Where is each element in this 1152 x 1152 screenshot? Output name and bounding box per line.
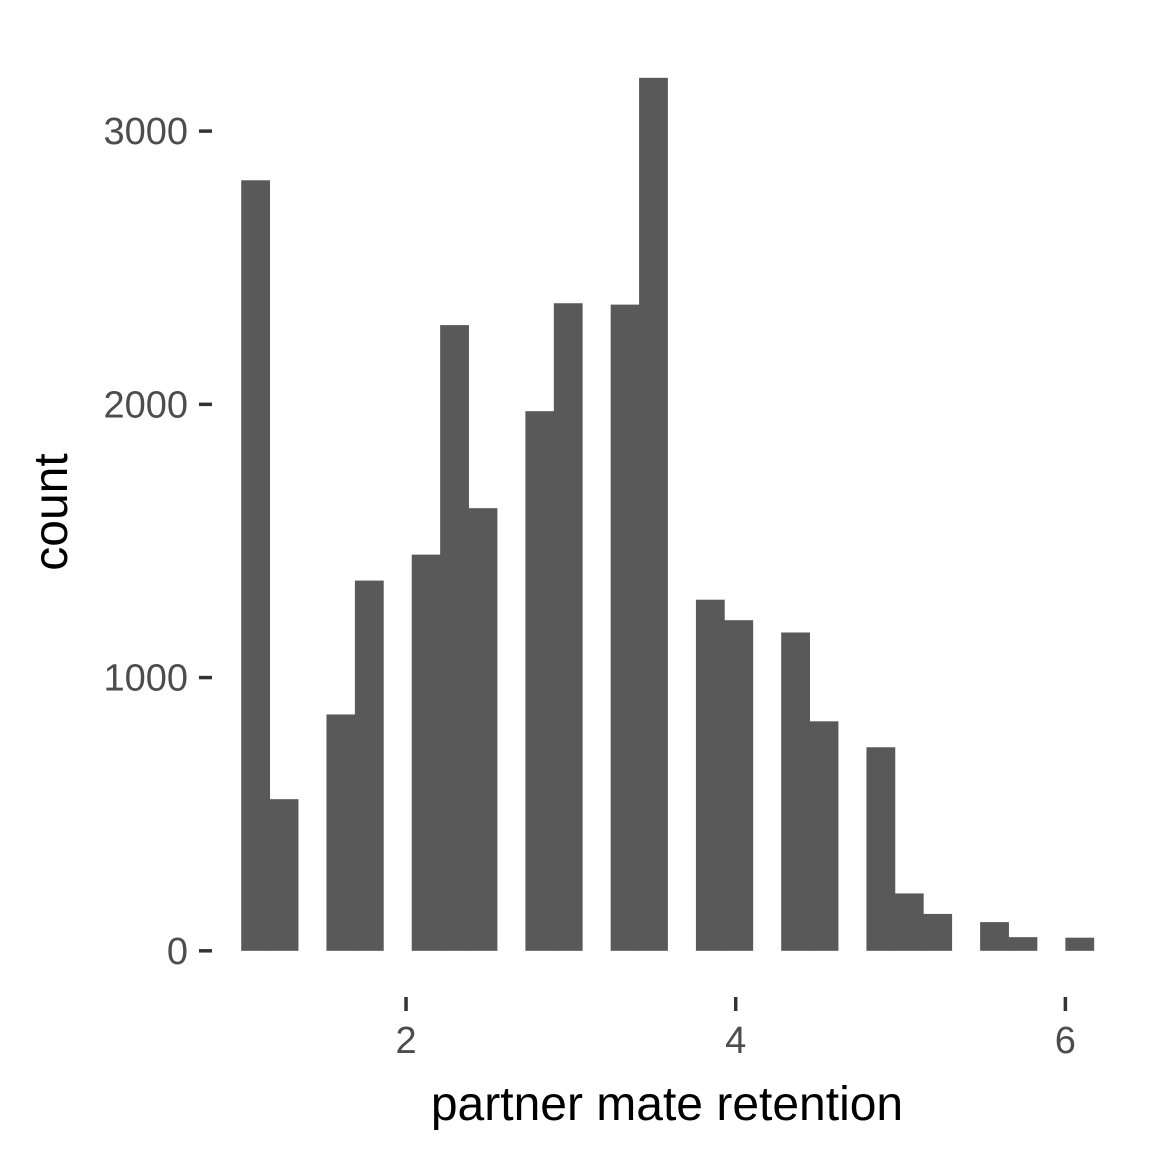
histogram-bar — [809, 721, 839, 951]
histogram-bar — [411, 554, 441, 951]
histogram-bar — [639, 77, 668, 951]
y-axis: 0 1000 2000 3000 — [103, 111, 212, 973]
y-tick-label: 2000 — [103, 384, 188, 426]
histogram-bar — [525, 411, 555, 951]
histogram-bar — [326, 714, 356, 951]
histogram-bar — [440, 325, 469, 951]
histogram-bars — [241, 77, 1095, 951]
histogram-bar — [781, 632, 811, 951]
x-tick-label: 2 — [395, 1020, 416, 1062]
histogram-bar — [354, 580, 384, 951]
histogram-bar — [695, 599, 725, 951]
histogram-bar — [1065, 937, 1095, 951]
histogram-bar — [241, 180, 271, 951]
x-axis: 2 4 6 — [395, 997, 1076, 1062]
x-tick-label: 6 — [1055, 1020, 1076, 1062]
y-tick-label: 0 — [167, 931, 188, 973]
histogram-bar — [610, 304, 640, 951]
histogram-bar — [1008, 937, 1038, 951]
histogram-bar — [553, 303, 583, 951]
histogram-bar — [866, 747, 896, 951]
y-axis-title: count — [25, 453, 78, 570]
histogram-bar — [980, 922, 1009, 951]
histogram-bar — [894, 893, 924, 951]
x-tick-label: 4 — [725, 1020, 746, 1062]
histogram-bar — [468, 508, 498, 951]
x-axis-title: partner mate retention — [431, 1078, 903, 1131]
histogram-bar — [269, 799, 299, 951]
histogram-bar — [923, 913, 953, 951]
histogram-bar — [724, 620, 754, 951]
y-tick-label: 3000 — [103, 111, 188, 153]
y-tick-label: 1000 — [103, 658, 188, 700]
